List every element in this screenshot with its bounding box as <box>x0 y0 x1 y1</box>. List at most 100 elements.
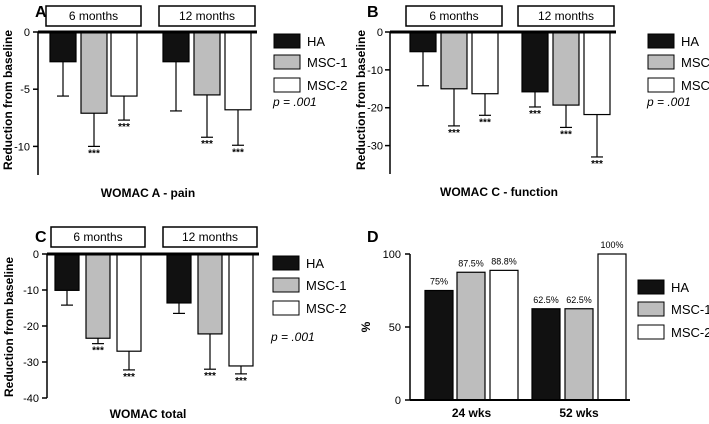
bar-D-ha-0 <box>424 289 454 401</box>
significance-B-msc-2-1: *** <box>591 159 603 170</box>
y-tick-label-A-0: 0 <box>24 27 30 39</box>
chart-title-A: WOMAC A - pain <box>101 186 195 200</box>
panel-letter-C: C <box>35 229 47 246</box>
y-axis-label-C: Reduction from baseline <box>2 257 16 397</box>
y-axis-label-B: Reduction from baseline <box>354 30 368 170</box>
data-label-D-msc-2-1: 100% <box>600 240 623 250</box>
bar-B-msc-2-1 <box>583 31 611 116</box>
bar-C-msc-1-1 <box>197 253 223 335</box>
significance-A-msc-1-0: *** <box>88 148 100 159</box>
bar-A-msc-2-1 <box>224 31 252 111</box>
bar-D-msc-2-0 <box>489 269 519 401</box>
data-label-D-ha-0: 75% <box>430 277 448 287</box>
legend-swatch-A-msc-1 <box>273 54 301 70</box>
data-label-D-msc-1-0: 87.5% <box>458 258 484 268</box>
y-tick-label-C-0: 0 <box>33 249 39 261</box>
legend-label-B-msc-1: MSC-1 <box>681 55 709 70</box>
group-header-A-1: 12 months <box>179 9 235 23</box>
bar-B-msc-1-1 <box>552 31 580 106</box>
significance-A-msc-1-1: *** <box>201 139 213 150</box>
group-header-C-0: 6 months <box>73 230 122 244</box>
legend-swatch-D-ha <box>637 279 665 295</box>
y-axis-label-D: % <box>359 321 373 332</box>
bar-C-ha-1 <box>166 253 192 304</box>
y-tick-label-C-1: -10 <box>23 285 39 297</box>
legend-swatch-D-msc-2 <box>637 324 665 340</box>
significance-C-msc-1-0: *** <box>92 346 104 357</box>
y-tick-label-D-2: 100 <box>383 249 401 261</box>
panel-letter-B: B <box>367 4 379 21</box>
significance-C-msc-2-1: *** <box>235 376 247 387</box>
bar-B-msc-1-0 <box>440 31 468 90</box>
p-value-annotation-A: p = .001 <box>272 95 317 109</box>
bar-D-msc-2-1 <box>597 253 627 401</box>
bar-C-ha-0 <box>54 253 80 291</box>
group-header-box-C-1 <box>162 226 258 248</box>
data-label-D-msc-2-0: 88.8% <box>491 256 517 266</box>
bar-C-msc-2-0 <box>116 253 142 352</box>
x-category-label-D-1: 52 wks <box>559 406 599 420</box>
legend-swatch-B-msc-2 <box>647 77 675 93</box>
bar-D-ha-1 <box>531 308 561 401</box>
y-tick-label-A-2: -10 <box>14 141 30 153</box>
panel-letter-D: D <box>367 229 379 246</box>
y-tick-label-D-1: 50 <box>389 322 401 334</box>
y-tick-label-B-1: -10 <box>367 65 383 77</box>
bar-C-msc-1-0 <box>85 253 111 339</box>
significance-B-msc-1-1: *** <box>560 129 572 140</box>
legend-label-B-ha: HA <box>681 34 699 49</box>
y-tick-label-B-2: -20 <box>367 103 383 115</box>
significance-C-msc-2-0: *** <box>123 372 135 383</box>
significance-B-msc-1-0: *** <box>448 128 460 139</box>
chart-title-B: WOMAC C - function <box>440 185 558 199</box>
legend-label-B-msc-2: MSC-2 <box>681 78 709 93</box>
y-tick-label-B-3: -30 <box>367 141 383 153</box>
group-header-box-B-0 <box>405 5 503 27</box>
bar-B-ha-1 <box>521 31 549 93</box>
legend-swatch-A-msc-2 <box>273 77 301 93</box>
data-label-D-ha-1: 62.5% <box>533 295 559 305</box>
legend-label-D-ha: HA <box>671 280 689 295</box>
legend-swatch-C-ha <box>272 255 300 271</box>
significance-A-msc-2-0: *** <box>118 122 130 133</box>
bar-D-msc-1-0 <box>456 271 486 401</box>
group-header-box-B-1 <box>517 5 615 27</box>
bar-A-msc-1-0 <box>80 31 108 114</box>
x-category-label-D-0: 24 wks <box>452 406 492 420</box>
group-header-box-A-0 <box>45 5 142 27</box>
legend-swatch-A-ha <box>273 33 301 49</box>
bar-A-msc-1-1 <box>193 31 221 96</box>
significance-B-msc-2-0: *** <box>479 117 491 128</box>
bar-A-ha-0 <box>49 31 77 63</box>
legend-label-D-msc-1: MSC-1 <box>671 302 709 317</box>
legend-swatch-C-msc-2 <box>272 300 300 316</box>
legend-swatch-D-msc-1 <box>637 301 665 317</box>
group-header-B-1: 12 months <box>538 9 594 23</box>
data-label-D-msc-1-1: 62.5% <box>566 295 592 305</box>
y-tick-label-C-4: -40 <box>23 393 39 405</box>
p-value-annotation-C: p = .001 <box>270 330 315 344</box>
legend-swatch-C-msc-1 <box>272 277 300 293</box>
y-tick-label-A-1: -5 <box>20 84 30 96</box>
significance-A-msc-2-1: *** <box>232 147 244 158</box>
y-tick-label-C-3: -30 <box>23 357 39 369</box>
group-header-box-C-0 <box>50 226 146 248</box>
bar-B-msc-2-0 <box>471 31 499 95</box>
y-tick-label-C-2: -20 <box>23 321 39 333</box>
legend-label-C-ha: HA <box>306 256 324 271</box>
significance-B-ha-1: *** <box>529 109 541 120</box>
y-axis-label-A: Reduction from baseline <box>1 30 15 170</box>
panel-letter-A: A <box>35 4 47 21</box>
p-value-annotation-B: p = .001 <box>646 95 691 109</box>
bar-A-ha-1 <box>162 31 190 63</box>
group-header-A-0: 6 months <box>69 9 118 23</box>
legend-label-A-ha: HA <box>307 34 325 49</box>
significance-C-msc-1-1: *** <box>204 371 216 382</box>
legend-label-C-msc-2: MSC-2 <box>306 301 346 316</box>
legend-label-D-msc-2: MSC-2 <box>671 325 709 340</box>
legend-swatch-B-msc-1 <box>647 54 675 70</box>
legend-label-A-msc-1: MSC-1 <box>307 55 347 70</box>
group-header-C-1: 12 months <box>182 230 238 244</box>
bar-C-msc-2-1 <box>228 253 254 367</box>
